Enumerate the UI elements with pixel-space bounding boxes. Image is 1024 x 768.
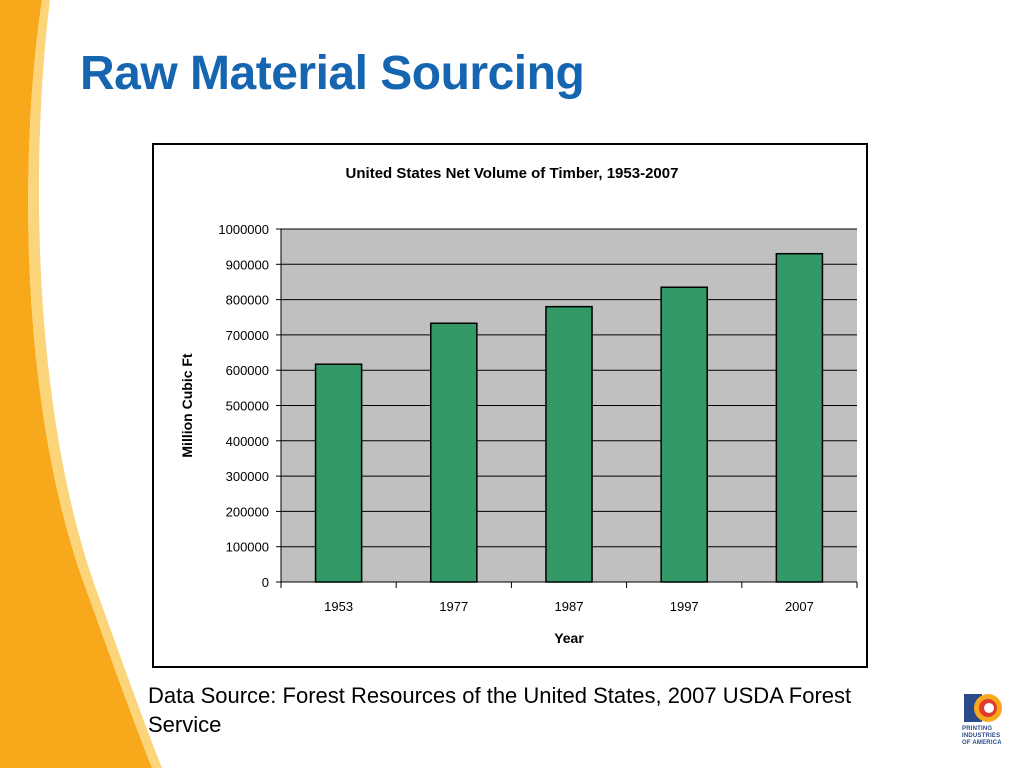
bar	[660, 286, 708, 583]
x-tick-label: 2007	[785, 599, 814, 614]
bar	[545, 305, 593, 583]
y-tick-label: 700000	[226, 328, 269, 343]
logo-text-line-2: INDUSTRIES	[962, 733, 1001, 739]
y-tick-label: 200000	[226, 504, 269, 519]
y-tick-label: 100000	[226, 540, 269, 555]
x-tick-label: 1977	[439, 599, 468, 614]
x-tick-label: 1987	[555, 599, 584, 614]
x-tick-label: 1953	[324, 599, 353, 614]
bar	[314, 363, 363, 583]
bar-chart: 0 100000 200000 300000 400000 500000 600000 700…	[179, 165, 858, 646]
y-tick-label: 1000000	[218, 222, 269, 237]
chart-frame: 0 100000 200000 300000 400000 500000 600000 700…	[152, 143, 868, 668]
slide-title: Raw Material Sourcing	[80, 47, 585, 100]
logo-text-line-1: PRINTING	[962, 726, 993, 732]
y-axis-title: Million Cubic Ft	[179, 353, 195, 458]
logo-text-line-3: OF AMERICA	[962, 740, 1002, 746]
data-source-note: Data Source: Forest Resources of the Uni…	[148, 683, 852, 737]
chart-title: United States Net Volume of Timber, 1953…	[346, 165, 679, 182]
bar	[775, 252, 824, 583]
y-tick-label: 0	[262, 575, 269, 590]
x-tick-label: 1997	[670, 599, 699, 614]
printing-industries-of-america-logo: PRINTING INDUSTRIES OF AMERICA	[962, 690, 1012, 760]
y-tick-label: 800000	[226, 293, 269, 308]
y-tick-label: 300000	[226, 469, 269, 484]
logo-mark-icon	[964, 694, 1002, 722]
y-tick-label: 500000	[226, 399, 269, 414]
bar	[430, 322, 478, 583]
y-tick-label: 600000	[226, 363, 269, 378]
y-tick-label: 900000	[226, 257, 269, 272]
y-tick-label: 400000	[226, 434, 269, 449]
x-axis-title: Year	[554, 630, 584, 646]
